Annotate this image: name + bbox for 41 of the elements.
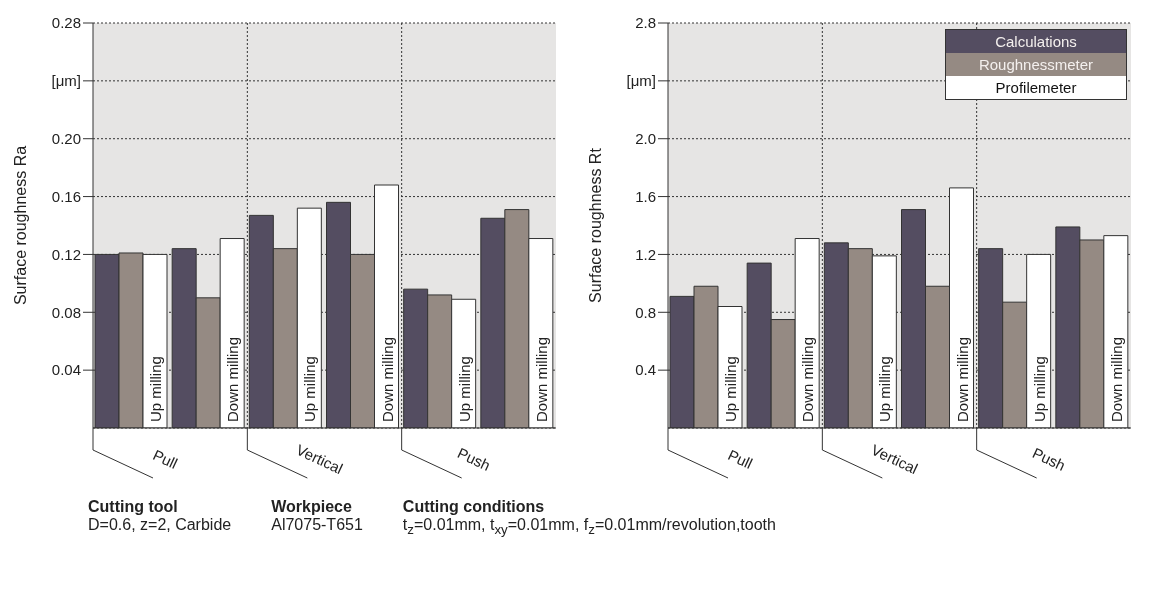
y-tick-label: 0.16 xyxy=(51,187,81,205)
data-label: Down milling xyxy=(1107,336,1125,422)
y-tick-label: 0.4 xyxy=(635,361,656,379)
text: Cutting conditions xyxy=(402,498,546,516)
data-label: Down milling xyxy=(532,336,550,422)
text: Calculations xyxy=(946,30,1126,53)
data-label: Down milling xyxy=(224,336,242,422)
y-tick-label: 0.12 xyxy=(51,245,81,263)
y-tick-label: 0.08 xyxy=(51,303,81,321)
y-tick-label: 0.04 xyxy=(51,361,81,379)
text: Pull xyxy=(725,446,756,472)
data-label: Down milling xyxy=(378,336,396,422)
text: Profilemeter xyxy=(946,76,1126,99)
y-tick-label: 2.8 xyxy=(635,14,656,32)
data-label: Up milling xyxy=(876,356,894,422)
text: Pull xyxy=(150,446,181,472)
y-tick-label: [μm] xyxy=(51,72,81,90)
y-tick-label: [μm] xyxy=(626,72,656,90)
text: t$_{z}$=0.01mm, t$_{xy}$=0.01mm, f$_{z}$=0.01mm/revolution,tooth xyxy=(402,516,776,538)
data-label: Down milling xyxy=(953,336,971,422)
y-tick-label: 1.2 xyxy=(635,245,656,263)
text: D=0.6, z=2, Carbide xyxy=(88,516,232,534)
text: Push xyxy=(454,444,494,474)
text: Al7075-T651 xyxy=(271,516,363,534)
y-tick-label: 0.8 xyxy=(635,303,656,321)
data-label: Up milling xyxy=(722,356,739,422)
text: Roughnessmeter xyxy=(946,53,1126,76)
text: Cutting tool xyxy=(88,498,179,516)
y-tick-label: 0.28 xyxy=(51,14,81,32)
data-label: Up milling xyxy=(147,356,164,422)
y-axis-title: Surface roughness Rt xyxy=(586,147,604,303)
data-label: Down milling xyxy=(799,336,817,422)
text: Workpiece xyxy=(271,498,353,516)
text: Push xyxy=(1029,444,1069,474)
data-label: Up milling xyxy=(455,356,473,422)
y-axis-title: Surface roughness Ra xyxy=(11,145,29,306)
y-tick-label: 0.20 xyxy=(51,130,81,148)
y-tick-label: 2.0 xyxy=(635,130,656,148)
data-label: Up milling xyxy=(1030,356,1048,422)
y-tick-label: 1.6 xyxy=(635,187,656,205)
data-label: Up milling xyxy=(301,356,319,422)
